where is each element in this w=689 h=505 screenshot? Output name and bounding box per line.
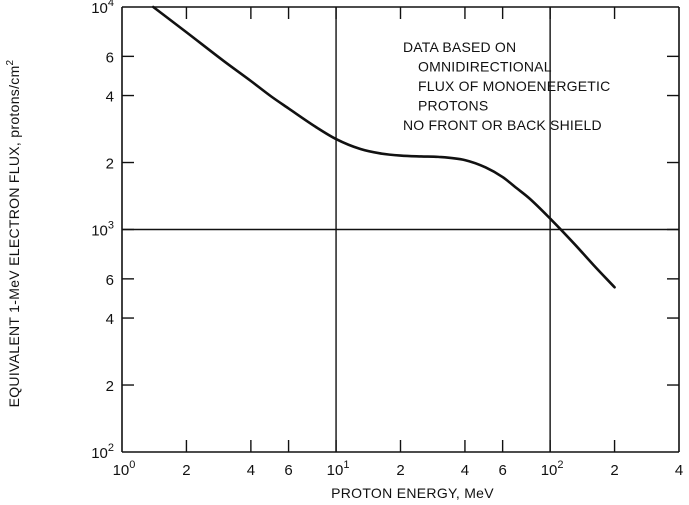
annotation-line: OMNIDIRECTIONAL — [418, 59, 552, 75]
x-tick-label: 2 — [610, 462, 618, 479]
x-tick-label: 101 — [327, 459, 350, 479]
x-tick-label: 4 — [461, 462, 469, 479]
y-axis-title: EQUIVALENT 1-MeV ELECTRON FLUX, protons/… — [5, 59, 22, 407]
x-tick-label: 6 — [498, 462, 506, 479]
x-axis-title: PROTON ENERGY, MeV — [331, 485, 494, 501]
x-tick-label: 6 — [284, 462, 292, 479]
annotation-line: DATA BASED ON — [403, 39, 516, 55]
y-tick-label: 2 — [106, 378, 114, 395]
y-tick-label: 6 — [106, 272, 114, 289]
gridlines — [122, 7, 679, 452]
y-tick-label: 104 — [91, 0, 114, 17]
y-tick-label: 4 — [106, 311, 114, 328]
x-tick-labels: 100 2 4 6 101 2 4 6 102 2 4 — [113, 459, 684, 479]
annotation-line: NO FRONT OR BACK SHIELD — [403, 117, 602, 133]
y-tick-label: 2 — [106, 156, 114, 173]
y-tick-label: 103 — [91, 220, 114, 240]
annotation-text: DATA BASED ON OMNIDIRECTIONAL FLUX OF MONO… — [403, 39, 610, 133]
x-tick-label: 4 — [247, 462, 255, 479]
x-tick-label: 102 — [541, 459, 564, 479]
annotation-line: PROTONS — [418, 98, 488, 114]
y-tick-label: 102 — [91, 442, 114, 462]
y-tick-label: 6 — [106, 49, 114, 66]
tick-marks — [122, 7, 679, 452]
x-tick-label: 4 — [675, 462, 683, 479]
x-tick-label: 2 — [182, 462, 190, 479]
x-tick-label: 100 — [113, 459, 136, 479]
y-tick-labels: 102 2 4 6 103 2 4 6 104 — [91, 0, 114, 462]
flux-curve-line — [151, 5, 616, 289]
y-tick-label: 4 — [106, 89, 114, 106]
annotation-line: FLUX OF MONOENERGETIC — [418, 78, 610, 94]
x-tick-label: 2 — [396, 462, 404, 479]
